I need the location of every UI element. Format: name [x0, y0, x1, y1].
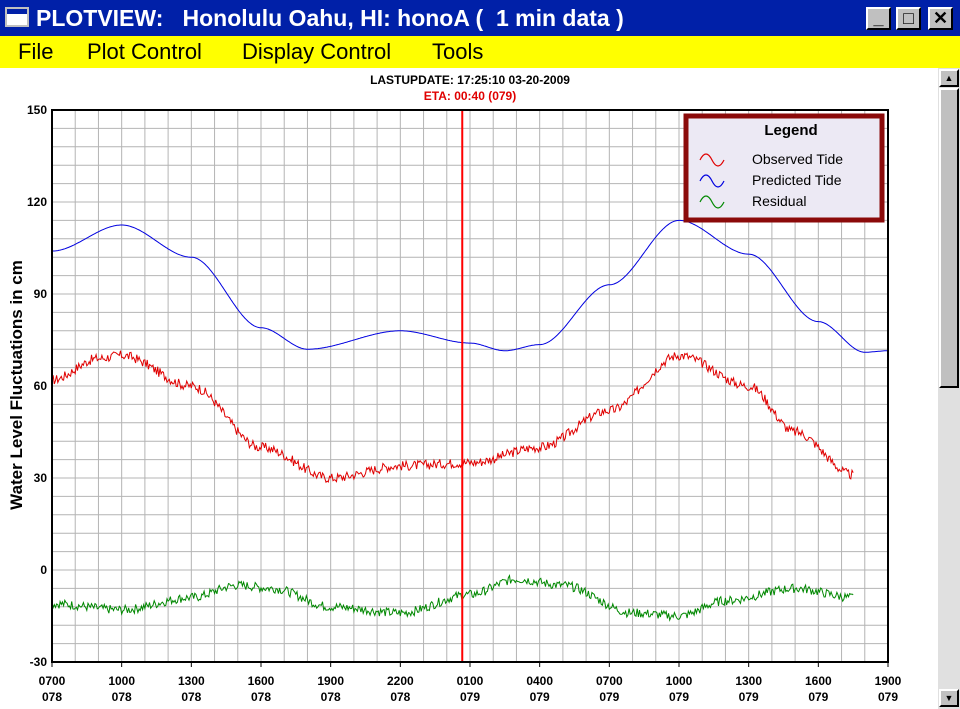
- menu-bar: File Plot Control Display Control Tools: [0, 36, 960, 68]
- x-tick-day-label: 079: [808, 690, 828, 704]
- x-tick-day-label: 078: [251, 690, 271, 704]
- series-line-observed: [51, 350, 854, 484]
- x-tick-day-label: 079: [460, 690, 480, 704]
- y-tick-label: 120: [27, 195, 47, 209]
- x-tick-time-label: 0100: [457, 674, 484, 688]
- y-tick-label: 90: [34, 287, 48, 301]
- x-tick-day-label: 079: [878, 690, 898, 704]
- plot-frame: [51, 109, 889, 663]
- title-bar: PLOTVIEW: Honolulu Oahu, HI: honoA ( 1 m…: [0, 0, 960, 36]
- legend-swatch-predicted: [699, 174, 725, 188]
- x-tick-time-label: 1000: [108, 674, 135, 688]
- last-update-label: LASTUPDATE: 17:25:10 03-20-2009: [370, 73, 570, 87]
- legend-label-observed: Observed Tide: [752, 151, 843, 167]
- series-line-residual: [51, 574, 854, 622]
- x-tick-time-label: 1600: [805, 674, 832, 688]
- x-tick-day-label: 078: [112, 690, 132, 704]
- x-tick-time-label: 1900: [317, 674, 344, 688]
- x-tick-time-label: 1600: [248, 674, 275, 688]
- window-title: PLOTVIEW: Honolulu Oahu, HI: honoA ( 1 m…: [36, 5, 624, 31]
- x-tick-day-label: 078: [321, 690, 341, 704]
- scroll-up-button[interactable]: ▲: [939, 69, 959, 87]
- minimize-button[interactable]: _: [866, 7, 891, 30]
- scroll-down-button[interactable]: ▼: [939, 689, 959, 707]
- menu-display-control[interactable]: Display Control: [242, 39, 392, 64]
- y-axis-label: Water Level Fluctuations in cm: [7, 260, 26, 510]
- x-tick-time-label: 1900: [875, 674, 902, 688]
- x-tick-time-label: 0700: [596, 674, 623, 688]
- x-tick-time-label: 1000: [666, 674, 693, 688]
- x-tick-day-label: 078: [390, 690, 410, 704]
- legend: Legend Observed Tide Predicted Tide Residu…: [683, 113, 885, 223]
- legend-label-predicted: Predicted Tide: [752, 172, 842, 188]
- x-tick-day-label: 079: [739, 690, 759, 704]
- x-tick-time-label: 1300: [735, 674, 762, 688]
- legend-box: [683, 113, 885, 223]
- y-tick-label: -30: [30, 655, 48, 669]
- maximize-button[interactable]: □: [896, 7, 921, 30]
- x-tick-labels: 0700 078 1000 078 1300 078 1600 078 1900 078 2200 0…: [39, 662, 902, 704]
- x-tick-time-label: 0700: [39, 674, 66, 688]
- close-button[interactable]: ✕: [928, 7, 953, 30]
- x-tick-time-label: 1300: [178, 674, 205, 688]
- menu-tools[interactable]: Tools: [432, 39, 484, 64]
- y-tick-label: 60: [34, 379, 48, 393]
- y-tick-label: 0: [40, 563, 47, 577]
- x-tick-day-label: 078: [181, 690, 201, 704]
- tide-chart: LASTUPDATE: 17:25:10 03-20-2009 ETA: 00:…: [7, 73, 902, 704]
- menu-plot-control[interactable]: Plot Control: [87, 39, 202, 64]
- x-tick-day-label: 078: [42, 690, 62, 704]
- x-tick-day-label: 079: [530, 690, 550, 704]
- x-tick-day-label: 079: [669, 690, 689, 704]
- scroll-thumb[interactable]: [939, 88, 959, 388]
- x-tick-time-label: 2200: [387, 674, 414, 688]
- y-tick-labels: 150 120 90 60 30 0 -30: [27, 103, 47, 669]
- menu-file[interactable]: File: [18, 39, 54, 64]
- legend-label-residual: Residual: [752, 193, 806, 209]
- y-tick-label: 150: [27, 103, 47, 117]
- eta-label: ETA: 00:40 (079): [424, 89, 516, 103]
- x-tick-day-label: 079: [599, 690, 619, 704]
- legend-swatch-observed: [699, 153, 725, 167]
- y-tick-label: 30: [34, 471, 48, 485]
- vertical-scrollbar[interactable]: ▲ ▼: [938, 68, 960, 709]
- window-icon[interactable]: [5, 7, 29, 27]
- legend-swatch-residual: [699, 195, 725, 209]
- series-line-predicted: [51, 219, 888, 353]
- data-series: [51, 219, 888, 622]
- legend-title: Legend: [764, 122, 817, 139]
- x-tick-time-label: 0400: [526, 674, 553, 688]
